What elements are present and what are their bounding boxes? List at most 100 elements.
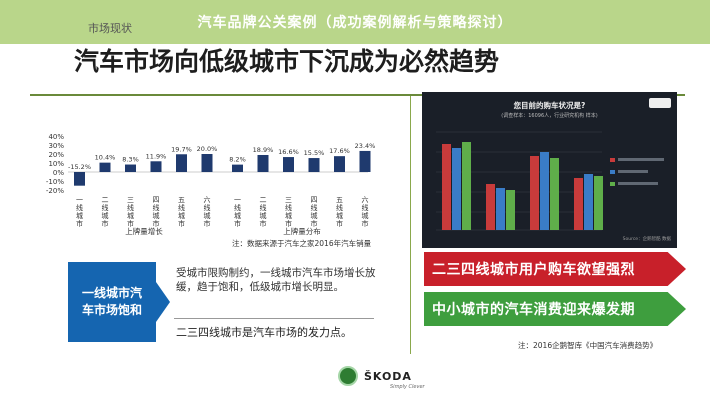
survey-chart-image: 您目前的购车状况是? (调查样本：16096人，行业研究机构 样本) xyxy=(422,92,677,248)
banner-title: 汽车品牌公关案例（成功案例解析与策略探讨） xyxy=(197,15,513,31)
category-label: 市 xyxy=(362,219,369,228)
market-conclusion: 二三四线城市是汽车市场的发力点。 xyxy=(176,326,352,339)
bar-value-label: 19.7% xyxy=(171,145,192,153)
category-label: 三 xyxy=(127,196,134,204)
category-label: 二 xyxy=(260,196,267,204)
bar xyxy=(74,172,85,186)
bar xyxy=(176,154,187,172)
bar-value-label: 10.4% xyxy=(95,154,116,162)
category-label: 市 xyxy=(311,219,318,228)
bar xyxy=(201,154,213,172)
category-label: 城 xyxy=(234,212,241,220)
bar xyxy=(308,158,320,172)
y-tick-label: 0% xyxy=(53,169,64,177)
bar xyxy=(334,156,345,172)
category-label: 线 xyxy=(285,203,292,212)
category-label: 线 xyxy=(311,203,318,212)
y-tick-label: 20% xyxy=(48,151,64,159)
category-label: 线 xyxy=(127,203,134,212)
consumption-boom-banner: 中小城市的汽车消费迎来爆发期 xyxy=(424,292,686,326)
category-label: 四 xyxy=(153,196,160,204)
bar-value-label: 17.6% xyxy=(329,147,350,155)
survey-bars-graphic xyxy=(436,131,664,231)
category-label: 五 xyxy=(178,196,185,204)
group-label: 上牌量增长 xyxy=(125,226,163,236)
column-divider xyxy=(410,96,411,354)
bar xyxy=(150,161,162,172)
category-label: 市 xyxy=(153,219,160,228)
category-label: 城 xyxy=(102,212,109,220)
y-tick-label: 40% xyxy=(48,133,64,141)
survey-title: 您目前的购车状况是? xyxy=(513,101,586,110)
category-label: 线 xyxy=(153,203,160,212)
bar-value-label: 8.3% xyxy=(122,156,139,164)
bar-value-label: 11.9% xyxy=(146,152,167,160)
bar-value-label: 18.9% xyxy=(253,146,274,154)
category-label: 线 xyxy=(260,203,267,212)
bar xyxy=(359,150,371,172)
category-label: 线 xyxy=(234,203,241,212)
bar-value-label: 8.2% xyxy=(229,156,246,164)
slide-headline: 汽车市场向低级城市下沉成为必然趋势 xyxy=(74,47,500,76)
survey-footnote: 注：2016企鹅智库《中国汽车消费趋势》 xyxy=(518,341,658,350)
category-label: 二 xyxy=(102,196,109,204)
chart-source-note: 注：数据来源于汽车之家2016年汽车销量 xyxy=(232,239,372,248)
bar xyxy=(99,162,111,172)
bar xyxy=(125,164,136,172)
category-label: 城 xyxy=(153,212,160,220)
category-label: 线 xyxy=(204,203,211,212)
category-label: 市 xyxy=(285,219,292,228)
saturation-label: 一线城市汽车市场饱和 xyxy=(81,286,142,317)
category-label: 市 xyxy=(76,219,83,228)
header-rule xyxy=(30,94,685,96)
y-tick-label: -20% xyxy=(46,187,64,195)
saturation-arrow xyxy=(156,282,170,322)
brand-tagline: Simply Clever xyxy=(390,383,425,390)
category-label: 市 xyxy=(234,219,241,228)
survey-brand-logo xyxy=(649,98,671,108)
category-label: 城 xyxy=(204,212,211,220)
y-tick-label: 10% xyxy=(48,160,64,168)
category-label: 市 xyxy=(178,219,185,228)
category-label: 线 xyxy=(178,203,185,212)
category-label: 线 xyxy=(362,203,369,212)
y-tick-label: 30% xyxy=(48,142,64,150)
category-label: 市 xyxy=(102,219,109,228)
category-label: 城 xyxy=(362,212,369,220)
growth-bar-chart: 40%30%20%10%0%-10%-20% -15.2% 一线城市 10.4% 二线城… xyxy=(46,133,376,236)
category-label: 一 xyxy=(234,196,241,204)
category-label: 城 xyxy=(260,212,267,220)
saturation-box: 一线城市汽车市场饱和 xyxy=(68,262,156,342)
title-banner: 汽车品牌公关案例（成功案例解析与策略探讨） xyxy=(0,0,710,44)
purchase-desire-text: 二三四线城市用户购车欲望强烈 xyxy=(432,262,635,278)
y-tick-label: -10% xyxy=(46,178,64,186)
group-label: 上牌量分布 xyxy=(283,226,321,236)
category-label: 一 xyxy=(76,196,83,204)
bar-value-label: -15.2% xyxy=(68,163,91,171)
category-label: 市 xyxy=(336,219,343,228)
survey-subtitle: (调查样本：16096人，行业研究机构 样本) xyxy=(501,113,598,119)
category-label: 线 xyxy=(76,203,83,212)
category-label: 城 xyxy=(76,212,83,220)
category-label: 六 xyxy=(362,195,369,204)
description-rule xyxy=(174,318,374,319)
bar xyxy=(283,157,294,172)
bar-value-label: 23.4% xyxy=(355,142,376,150)
section-label: 市场现状 xyxy=(88,22,132,35)
market-description: 受城市限购制约，一线城市汽车市场增长放缓，趋于饱和，低级城市增长明显。 xyxy=(176,267,376,293)
brand-wordmark: ŠKODA xyxy=(364,369,412,383)
bar-value-label: 15.5% xyxy=(304,149,325,157)
category-label: 城 xyxy=(285,212,292,220)
category-label: 线 xyxy=(102,203,109,212)
category-label: 城 xyxy=(336,212,343,220)
category-label: 城 xyxy=(311,212,318,220)
survey-source-note: Source：企鹅智酷 数据 xyxy=(622,237,671,242)
category-label: 市 xyxy=(260,219,267,228)
bar-value-label: 20.0% xyxy=(197,145,218,153)
skoda-logo: ŠKODA Simply Clever xyxy=(338,366,425,390)
category-label: 五 xyxy=(336,196,343,204)
category-label: 线 xyxy=(336,203,343,212)
skoda-emblem-icon xyxy=(338,366,358,386)
bar xyxy=(232,164,243,172)
